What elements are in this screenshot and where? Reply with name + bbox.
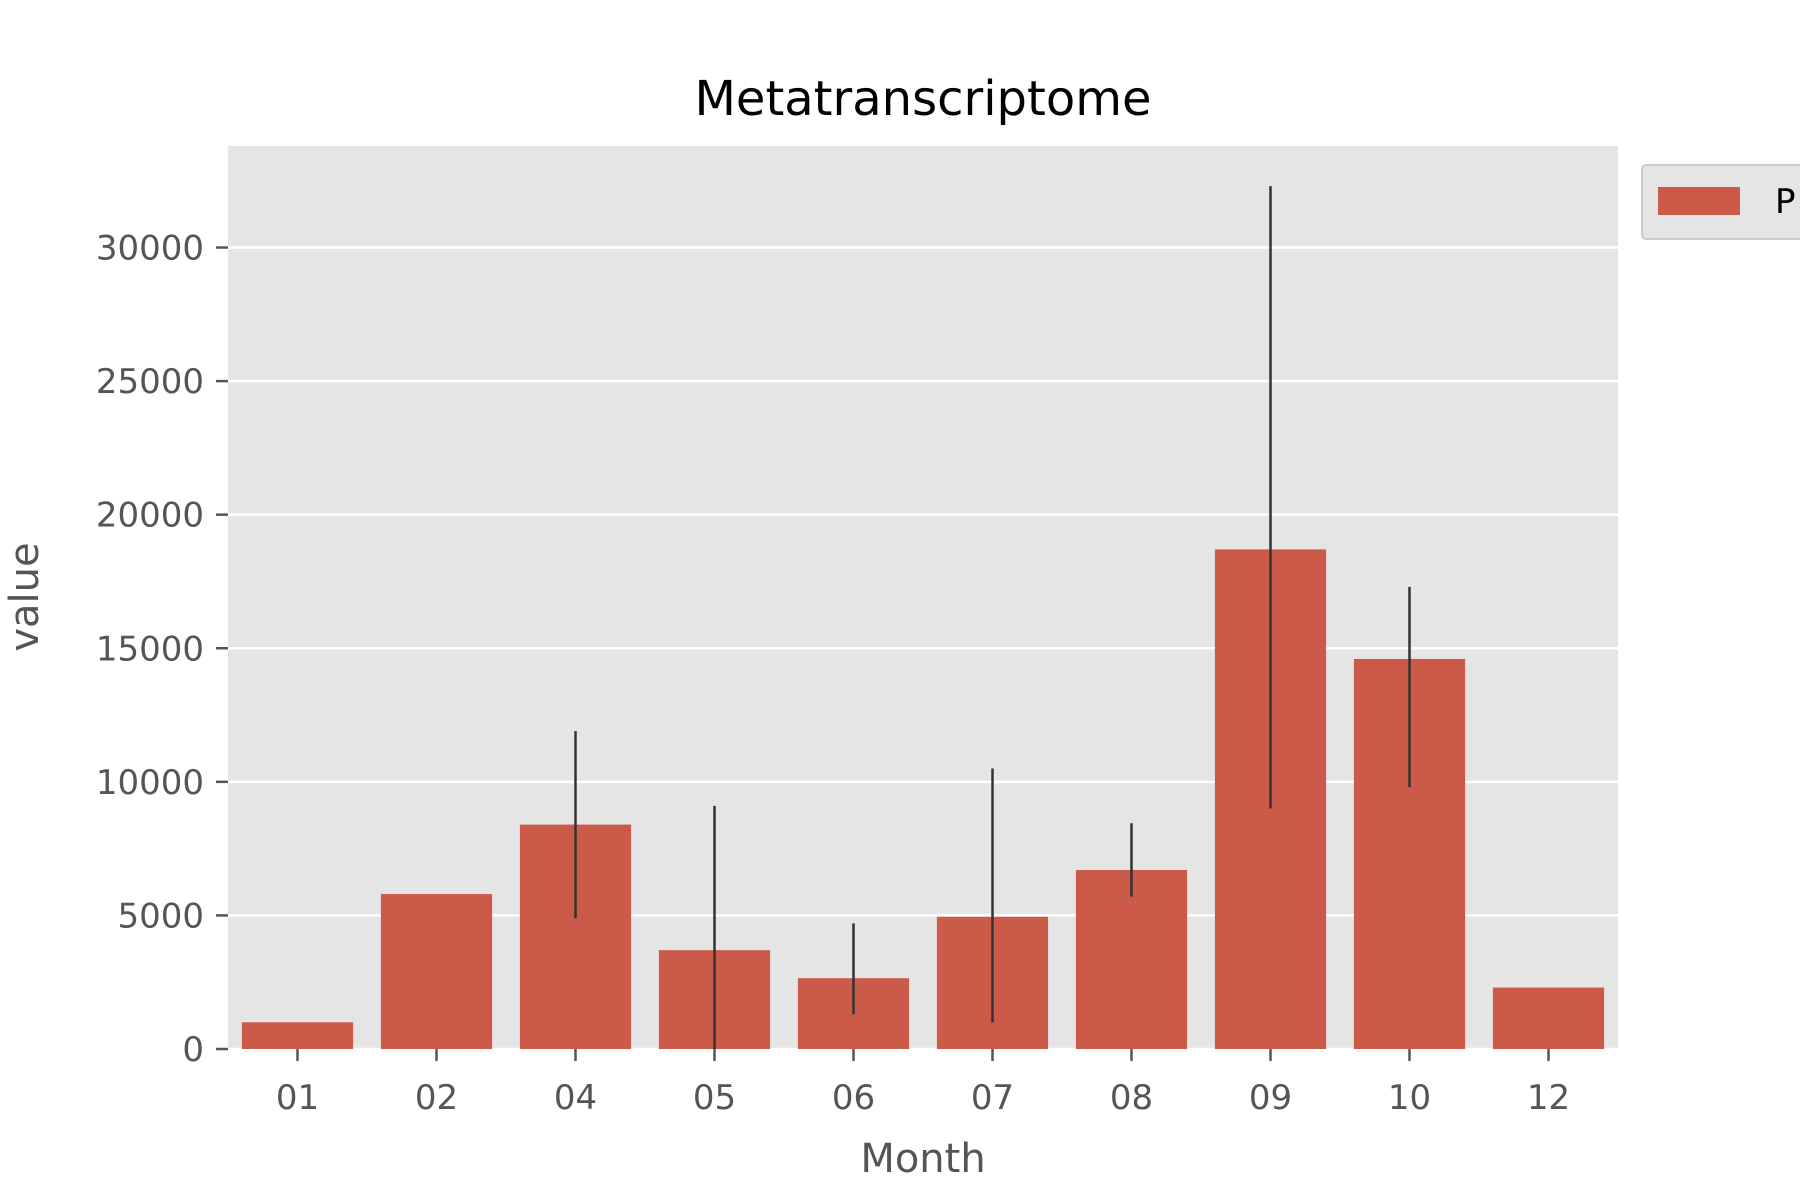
x-axis-ticks: 01 02 04 05 06 07 08 09 10 12	[276, 1049, 1570, 1118]
chart-title: Metatranscriptome	[695, 71, 1152, 127]
bars	[241, 549, 1605, 1049]
y-tick-label: 30000	[96, 229, 204, 269]
x-tick-label: 10	[1388, 1078, 1431, 1118]
bar-08	[1075, 870, 1188, 1049]
y-axis-label: value	[2, 542, 48, 651]
legend-swatch	[1658, 187, 1740, 215]
y-tick-label: 25000	[96, 362, 204, 402]
x-tick-label: 01	[276, 1078, 319, 1118]
x-tick-label: 08	[1110, 1078, 1153, 1118]
x-tick-label: 02	[415, 1078, 458, 1118]
x-tick-label: 12	[1527, 1078, 1570, 1118]
y-axis-ticks: 0 5000 10000 15000 20000 25000 30000	[96, 229, 228, 1070]
x-tick-label: 09	[1249, 1078, 1292, 1118]
y-tick-label: 0	[182, 1030, 204, 1070]
bar-01	[241, 1022, 354, 1049]
bar-12	[1492, 987, 1605, 1049]
y-tick-label: 15000	[96, 629, 204, 669]
x-tick-label: 04	[554, 1078, 597, 1118]
x-tick-label: 05	[693, 1078, 736, 1118]
y-tick-label: 10000	[96, 763, 204, 803]
x-tick-label: 07	[971, 1078, 1014, 1118]
y-tick-label: 5000	[117, 896, 204, 936]
error-bars	[574, 186, 1411, 1049]
x-tick-label: 06	[832, 1078, 875, 1118]
legend: P	[1641, 164, 1800, 240]
y-tick-label: 20000	[96, 496, 204, 536]
legend-label: P	[1775, 182, 1796, 222]
bar-02	[380, 894, 493, 1049]
x-axis-label: Month	[860, 1136, 985, 1182]
